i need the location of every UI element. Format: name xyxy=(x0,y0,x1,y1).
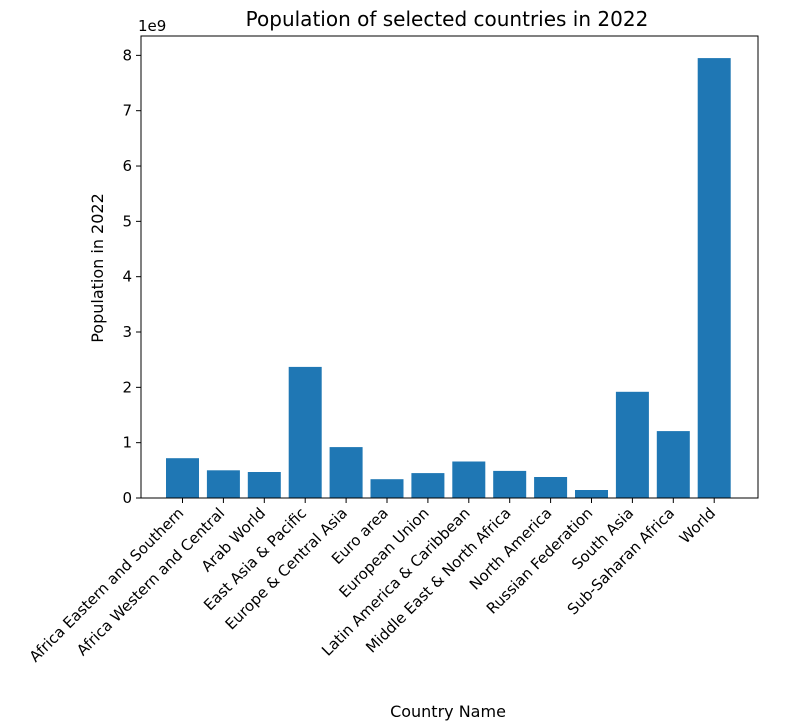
bar-africa-western-and-central xyxy=(206,470,240,498)
y-tick-label: 6 xyxy=(122,157,132,175)
plot-area-frame xyxy=(140,35,759,499)
bar-europe-central-asia xyxy=(329,447,363,498)
bar-world xyxy=(697,58,731,498)
y-tick-label: 1 xyxy=(122,434,132,452)
y-tick-label: 3 xyxy=(122,323,132,341)
bar-arab-world xyxy=(247,472,281,498)
bar-north-america xyxy=(534,477,568,498)
bar-russian-federation xyxy=(575,490,608,498)
x-tick-label: Africa Eastern and Southern xyxy=(26,504,188,666)
bar-euro-area xyxy=(370,479,404,498)
y-tick-label: 8 xyxy=(122,46,132,64)
x-axis-label: Country Name xyxy=(390,702,506,721)
y-tick-label: 0 xyxy=(122,489,132,507)
y-axis-ticks: 0 1 2 3 4 5 6 7 8 xyxy=(122,46,141,507)
chart-title: Population of selected countries in 2022 xyxy=(246,7,649,31)
bar-africa-eastern-and-southern xyxy=(166,458,199,498)
bar-east-asia-pacific xyxy=(288,366,322,498)
bar-european-union xyxy=(411,473,445,498)
bar-middle-east-north-africa xyxy=(493,470,527,498)
y-tick-label: 4 xyxy=(122,268,132,286)
y-axis-label: Population in 2022 xyxy=(88,193,107,343)
y-tick-label: 2 xyxy=(122,378,132,396)
bars-group xyxy=(166,58,731,498)
bar-sub-saharan-africa xyxy=(656,431,690,498)
x-tick-label: World xyxy=(676,504,719,547)
y-axis-offset-label: 1e9 xyxy=(138,17,166,35)
y-tick-label: 7 xyxy=(122,102,132,120)
y-tick-label: 5 xyxy=(122,212,132,230)
bar-latin-america-caribbean xyxy=(452,461,486,498)
bar-south-asia xyxy=(615,391,649,498)
